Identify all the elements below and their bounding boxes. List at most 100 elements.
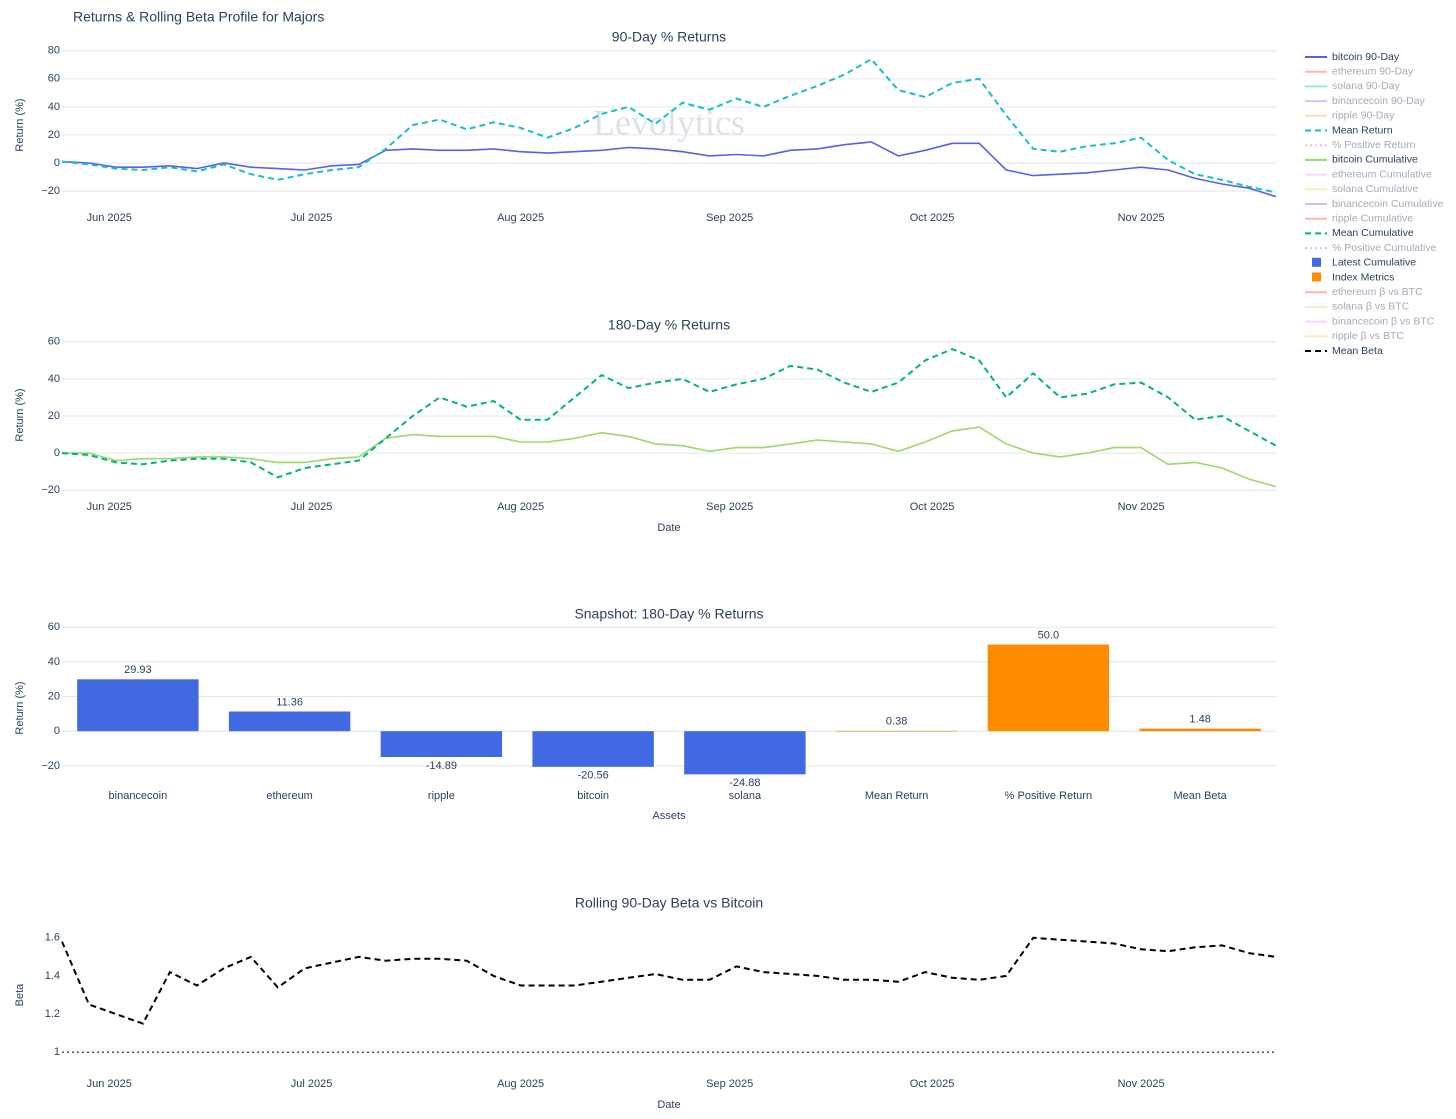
y-tick-label: −20 <box>41 760 60 772</box>
legend-label[interactable]: Mean Beta <box>1332 345 1383 357</box>
x-tick-label: bitcoin <box>577 790 609 802</box>
legend-label[interactable]: ripple β vs BTC <box>1332 330 1404 342</box>
x-tick-label: Jun 2025 <box>87 1078 132 1090</box>
y-tick-label: 1 <box>54 1046 60 1058</box>
bar <box>684 731 806 775</box>
legend-label[interactable]: solana Cumulative <box>1332 183 1419 195</box>
x-tick-label: Nov 2025 <box>1118 212 1165 224</box>
value-label: -24.88 <box>729 777 760 789</box>
bar <box>380 731 503 758</box>
x-axis-title: Assets <box>652 810 686 822</box>
y-tick-label: 1.4 <box>45 970 60 982</box>
legend-label[interactable]: ethereum β vs BTC <box>1332 286 1423 298</box>
x-tick-label: binancecoin <box>109 790 168 802</box>
y-tick-label: 20 <box>48 690 60 702</box>
chart-title: Snapshot: 180-Day % Returns <box>574 606 763 622</box>
y-tick-label: 1.2 <box>45 1008 60 1020</box>
series-line <box>61 57 1277 194</box>
value-label: -20.56 <box>578 770 609 782</box>
x-tick-label: Oct 2025 <box>910 212 955 224</box>
value-label: 11.36 <box>276 696 303 708</box>
legend-label[interactable]: bitcoin Cumulative <box>1332 154 1418 166</box>
x-tick-label: Nov 2025 <box>1118 501 1165 513</box>
series-line <box>62 426 1277 488</box>
x-tick-label: Jul 2025 <box>291 212 333 224</box>
value-label: 0.38 <box>886 715 907 727</box>
x-tick-label: solana <box>729 790 762 802</box>
bar <box>77 679 199 732</box>
y-tick-label: 0 <box>54 447 60 459</box>
x-tick-label: Sep 2025 <box>706 501 753 513</box>
x-tick-label: Aug 2025 <box>497 1078 544 1090</box>
y-axis-title: Return (%) <box>14 98 26 151</box>
value-label: 29.93 <box>124 664 152 676</box>
legend-label[interactable]: % Positive Cumulative <box>1332 242 1437 254</box>
y-tick-label: −20 <box>41 484 60 496</box>
bar <box>835 730 958 733</box>
series-line <box>61 348 1277 479</box>
y-axis-title: Return (%) <box>14 388 26 441</box>
legend-label[interactable]: Mean Return <box>1332 124 1393 136</box>
y-tick-label: 40 <box>48 656 60 668</box>
y-axis-title: Return (%) <box>14 681 26 734</box>
legend-label[interactable]: binancecoin β vs BTC <box>1332 315 1435 327</box>
legend-label[interactable]: bitcoin 90-Day <box>1332 51 1400 63</box>
x-tick-label: Oct 2025 <box>910 501 955 513</box>
x-tick-label: Oct 2025 <box>910 1078 955 1090</box>
chart-title: Rolling 90-Day Beta vs Bitcoin <box>575 895 763 911</box>
bar <box>987 644 1110 732</box>
x-tick-label: Sep 2025 <box>706 1078 753 1090</box>
legend-label[interactable]: binancecoin 90-Day <box>1332 95 1426 107</box>
legend-swatch <box>1312 272 1321 282</box>
x-tick-label: Aug 2025 <box>497 212 544 224</box>
value-label: -14.89 <box>426 760 457 772</box>
x-tick-label: % Positive Return <box>1005 790 1092 802</box>
main-title: Returns & Rolling Beta Profile for Major… <box>73 9 324 25</box>
series-line <box>61 936 1277 1025</box>
legend-label[interactable]: Mean Cumulative <box>1332 227 1414 239</box>
x-tick-label: Jul 2025 <box>291 1078 333 1090</box>
y-tick-label: 40 <box>48 373 60 385</box>
x-tick-label: Sep 2025 <box>706 212 753 224</box>
legend-label[interactable]: solana β vs BTC <box>1332 301 1410 313</box>
chart-title: 180-Day % Returns <box>608 317 730 333</box>
x-tick-label: Mean Beta <box>1174 790 1228 802</box>
x-tick-label: Nov 2025 <box>1118 1078 1165 1090</box>
y-axis-title: Beta <box>14 983 26 1007</box>
y-tick-label: 80 <box>48 45 60 57</box>
y-tick-label: −20 <box>41 185 60 197</box>
legend-label[interactable]: ripple 90-Day <box>1332 110 1395 122</box>
y-tick-label: 0 <box>54 725 60 737</box>
value-label: 1.48 <box>1189 714 1210 726</box>
legend-label[interactable]: Latest Cumulative <box>1332 257 1416 269</box>
chart-title: 90-Day % Returns <box>612 29 726 45</box>
bar <box>532 731 654 767</box>
x-tick-label: Jun 2025 <box>87 212 132 224</box>
y-tick-label: 20 <box>48 129 60 141</box>
watermark: Levolytics <box>593 102 745 142</box>
x-tick-label: Jun 2025 <box>87 501 132 513</box>
x-tick-label: Mean Return <box>865 790 929 802</box>
legend-label[interactable]: % Positive Return <box>1332 139 1416 151</box>
y-tick-label: 60 <box>48 73 60 85</box>
legend-label[interactable]: Index Metrics <box>1332 271 1394 283</box>
legend-label[interactable]: ethereum Cumulative <box>1332 168 1432 180</box>
x-tick-label: Jul 2025 <box>291 501 333 513</box>
y-tick-label: 40 <box>48 101 60 113</box>
x-axis-title: Date <box>657 522 680 534</box>
legend-label[interactable]: solana 90-Day <box>1332 80 1400 92</box>
y-tick-label: 60 <box>48 336 60 348</box>
y-tick-label: 1.6 <box>45 932 60 944</box>
x-tick-label: Aug 2025 <box>497 501 544 513</box>
legend-label[interactable]: ripple Cumulative <box>1332 212 1413 224</box>
y-tick-label: 0 <box>54 157 60 169</box>
legend-label[interactable]: ethereum 90-Day <box>1332 65 1414 77</box>
value-label: 50.0 <box>1038 629 1059 641</box>
bar <box>228 711 351 732</box>
legend-label[interactable]: binancecoin Cumulative <box>1332 198 1444 210</box>
y-tick-label: 20 <box>48 410 60 422</box>
x-tick-label: ripple <box>428 790 455 802</box>
y-tick-label: 60 <box>48 621 60 633</box>
